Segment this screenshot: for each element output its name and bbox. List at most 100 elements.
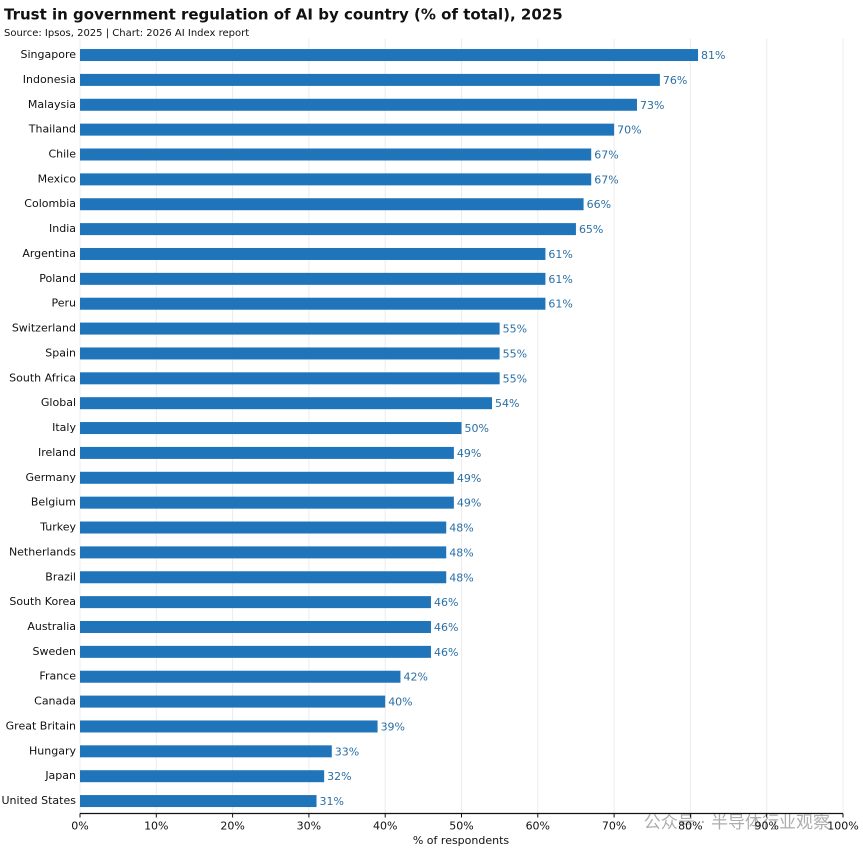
value-label: 55% (503, 323, 527, 336)
value-label: 33% (335, 745, 359, 758)
bar (80, 620, 431, 633)
x-tick-label: 80% (678, 820, 702, 833)
bar (80, 347, 500, 360)
y-tick-label: Indonesia (23, 73, 76, 86)
value-label: 32% (327, 770, 351, 783)
x-tick-label: 20% (220, 820, 244, 833)
y-tick-label: Global (41, 396, 76, 409)
value-label: 31% (320, 795, 344, 808)
y-tick-label: Ireland (38, 446, 76, 459)
value-label: 61% (548, 298, 572, 311)
bar (80, 720, 378, 733)
y-tick-label: Colombia (24, 197, 76, 210)
value-label: 67% (594, 173, 618, 186)
y-tick-label: Mexico (38, 172, 77, 185)
bar (80, 73, 660, 86)
x-tick-label: 40% (373, 820, 397, 833)
bar (80, 770, 325, 783)
x-tick-label: 30% (297, 820, 321, 833)
y-tick-label: Singapore (21, 48, 77, 61)
bar (80, 49, 699, 62)
y-tick-label: Turkey (39, 521, 76, 534)
y-tick-label: South Korea (9, 595, 76, 608)
bar (80, 596, 431, 609)
bar (80, 521, 447, 534)
x-tick-label: 10% (144, 820, 168, 833)
y-tick-label: Chile (48, 148, 76, 161)
x-tick-label: 50% (449, 820, 473, 833)
y-tick-label: Thailand (28, 123, 76, 136)
chart-title: Trust in government regulation of AI by … (4, 6, 563, 24)
value-label: 66% (587, 198, 611, 211)
value-label: 48% (449, 571, 473, 584)
y-tick-label: Great Britain (6, 719, 76, 732)
bar (80, 372, 500, 385)
value-label: 40% (388, 696, 412, 709)
y-tick-label: South Africa (9, 371, 76, 384)
y-tick-label: Netherlands (9, 545, 76, 558)
bar (80, 397, 493, 410)
y-tick-label: United States (2, 794, 77, 807)
value-label: 61% (548, 273, 572, 286)
bar (80, 297, 546, 310)
x-axis-label: % of respondents (413, 834, 510, 847)
bar (80, 272, 546, 285)
bar (80, 795, 317, 808)
y-tick-label: Belgium (31, 496, 76, 509)
bar (80, 173, 592, 186)
bar (80, 322, 500, 335)
bar (80, 148, 592, 161)
value-label: 48% (449, 546, 473, 559)
value-label: 49% (457, 472, 481, 485)
x-tick-label: 70% (602, 820, 626, 833)
value-label: 46% (434, 621, 458, 634)
watermark: 公众号 · 半导体行业观察 (644, 813, 830, 833)
bar (80, 546, 447, 559)
chart-subtitle: Source: Ipsos, 2025 | Chart: 2026 AI Ind… (4, 28, 249, 39)
value-label: 49% (457, 447, 481, 460)
y-tick-label: Japan (44, 769, 76, 782)
y-tick-label: Poland (39, 272, 76, 285)
value-label: 46% (434, 646, 458, 659)
value-label: 49% (457, 497, 481, 510)
value-label: 42% (403, 671, 427, 684)
value-label: 70% (617, 124, 641, 137)
y-tick-label: Australia (27, 620, 76, 633)
y-tick-label: Germany (25, 471, 76, 484)
bar (80, 247, 546, 260)
value-label: 55% (503, 347, 527, 360)
y-tick-label: Canada (34, 695, 76, 708)
value-label: 55% (503, 372, 527, 385)
y-tick-label: France (39, 670, 76, 683)
value-label: 54% (495, 397, 519, 410)
bar (80, 496, 454, 509)
value-label: 39% (381, 720, 405, 733)
value-label: 48% (449, 522, 473, 535)
bar (80, 123, 615, 136)
bar (80, 422, 462, 435)
value-label: 81% (701, 49, 725, 62)
bar (80, 695, 386, 708)
bar (80, 223, 576, 236)
value-label: 61% (548, 248, 572, 261)
y-tick-label: Argentina (22, 247, 76, 260)
bar (80, 98, 637, 111)
y-tick-label: Sweden (33, 645, 76, 658)
y-tick-label: Hungary (29, 744, 76, 757)
bar (80, 745, 332, 758)
y-tick-label: Peru (51, 297, 76, 310)
y-tick-label: India (49, 222, 76, 235)
value-label: 73% (640, 99, 664, 112)
value-label: 65% (579, 223, 603, 236)
value-label: 76% (663, 74, 687, 87)
bar (80, 198, 584, 211)
y-tick-label: Brazil (45, 570, 76, 583)
bar (80, 571, 447, 584)
x-tick-label: 60% (526, 820, 550, 833)
x-tick-label: 0% (71, 820, 88, 833)
bar (80, 471, 454, 484)
y-tick-label: Malaysia (28, 98, 76, 111)
value-label: 46% (434, 596, 458, 609)
